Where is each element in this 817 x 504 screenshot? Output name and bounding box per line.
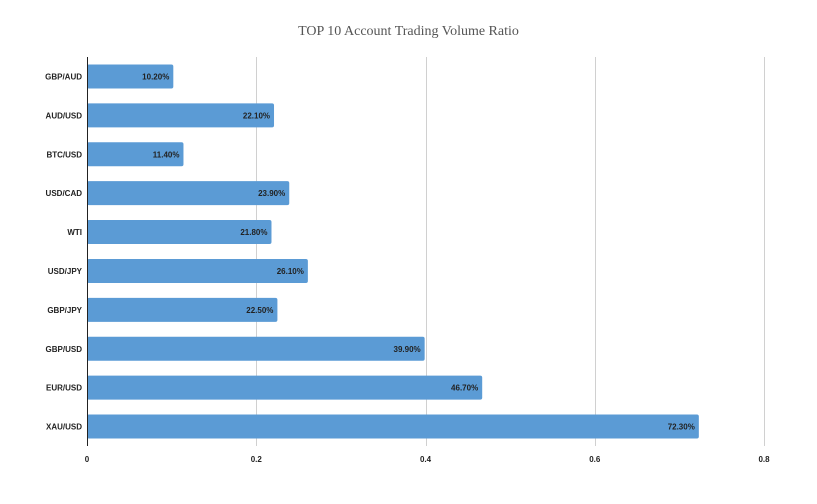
data-label: 72.30% — [668, 423, 695, 432]
category-label: GBP/JPY — [47, 306, 82, 315]
data-label: 39.90% — [394, 345, 421, 354]
bar-usd-jpy — [87, 258, 308, 283]
category-label: BTC/USD — [46, 150, 82, 159]
data-label: 11.40% — [153, 150, 180, 159]
data-label: 23.90% — [258, 189, 285, 198]
bar-gbp-jpy — [87, 297, 278, 322]
bar-wti — [87, 220, 272, 245]
x-tick-label: 0.8 — [758, 455, 770, 464]
labels: GBP/AUD 10.20% AUD/USD 22.10% BTC/USD 11.40% U… — [45, 72, 770, 464]
bars — [87, 64, 699, 439]
category-label: XAU/USD — [46, 423, 82, 432]
category-label: WTI — [67, 228, 82, 237]
bar-aud-usd — [87, 103, 275, 128]
category-label: USD/CAD — [46, 189, 83, 198]
data-label: 22.10% — [243, 111, 270, 120]
x-tick-label: 0 — [85, 455, 90, 464]
category-label: USD/JPY — [48, 267, 83, 276]
data-label: 21.80% — [240, 228, 267, 237]
bar-gbp-usd — [87, 336, 425, 361]
bar-usd-cad — [87, 181, 290, 206]
category-label: EUR/USD — [46, 384, 82, 393]
data-label: 10.20% — [142, 72, 169, 81]
x-tick-label: 0.2 — [251, 455, 263, 464]
bar-gbp-aud — [87, 64, 174, 89]
chart-title: TOP 10 Account Trading Volume Ratio — [298, 24, 519, 39]
bar-xau-usd — [87, 414, 699, 439]
category-label: GBP/AUD — [45, 72, 82, 81]
category-label: GBP/USD — [46, 345, 83, 354]
bar-eur-usd — [87, 375, 483, 400]
x-tick-label: 0.6 — [589, 455, 601, 464]
data-label: 46.70% — [451, 384, 478, 393]
data-label: 22.50% — [246, 306, 273, 315]
data-label: 26.10% — [277, 267, 304, 276]
category-label: AUD/USD — [46, 111, 83, 120]
bar-btc-usd — [87, 142, 184, 167]
x-tick-label: 0.4 — [420, 455, 432, 464]
